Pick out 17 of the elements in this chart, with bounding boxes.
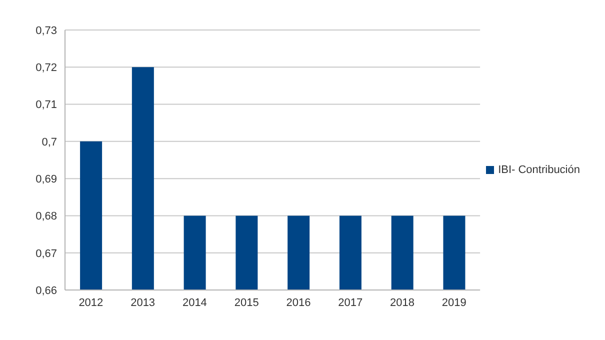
y-tick-label: 0,66	[36, 284, 57, 297]
y-tick-label: 0,71	[36, 99, 57, 112]
x-tick-label: 2019	[442, 296, 466, 309]
x-tick-label: 2015	[234, 296, 259, 309]
x-tick-label: 2013	[130, 296, 156, 309]
x-tick-label: 2016	[286, 296, 311, 309]
y-tick-label: 0,72	[36, 62, 57, 74]
y-tick-label: 0,68	[36, 210, 57, 223]
legend-label: IBI- Contribución	[498, 164, 580, 176]
x-tick-label: 2012	[78, 296, 104, 309]
y-tick-label: 0,73	[36, 24, 57, 37]
x-tick-label: 2018	[390, 296, 414, 309]
y-tick-label: 0,7	[42, 136, 57, 148]
x-tick-label: 2017	[338, 296, 363, 309]
y-tick-label: 0,69	[36, 173, 57, 186]
x-tick-label: 2014	[182, 296, 207, 309]
y-tick-label: 0,67	[36, 248, 57, 260]
